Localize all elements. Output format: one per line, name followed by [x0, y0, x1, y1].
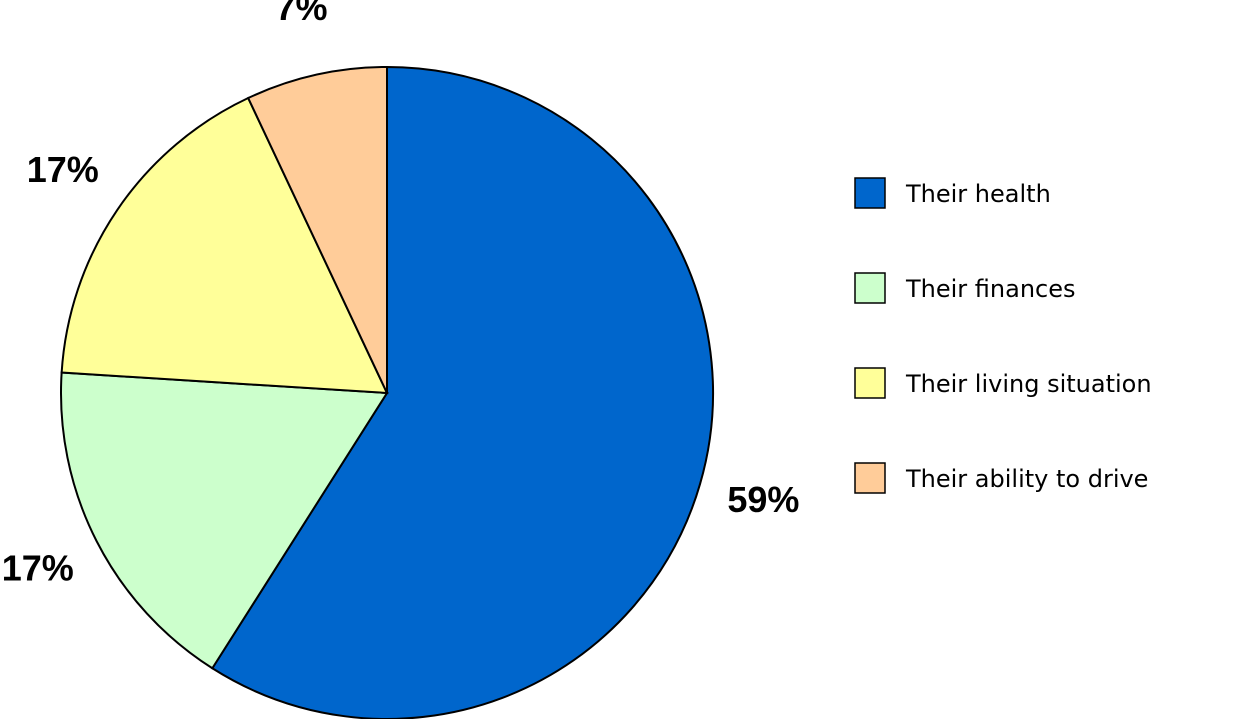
legend-swatch: [854, 272, 886, 304]
pie-slice: [60, 371, 389, 670]
data-label: 17%: [2, 547, 74, 588]
legend-swatch: [854, 367, 886, 399]
legend-label: Their living situation: [905, 370, 1152, 398]
pie-slice: [60, 96, 389, 395]
data-label: 7%: [275, 0, 327, 28]
data-label: 17%: [27, 149, 99, 190]
legend-label: Their health: [905, 180, 1051, 208]
data-label: 59%: [727, 479, 799, 520]
legend-label: Their ability to drive: [905, 465, 1148, 493]
pie-slice: [246, 65, 388, 394]
legend-swatch: [854, 177, 886, 209]
legend-label: Their finances: [905, 275, 1076, 303]
legend-swatch: [854, 462, 886, 494]
